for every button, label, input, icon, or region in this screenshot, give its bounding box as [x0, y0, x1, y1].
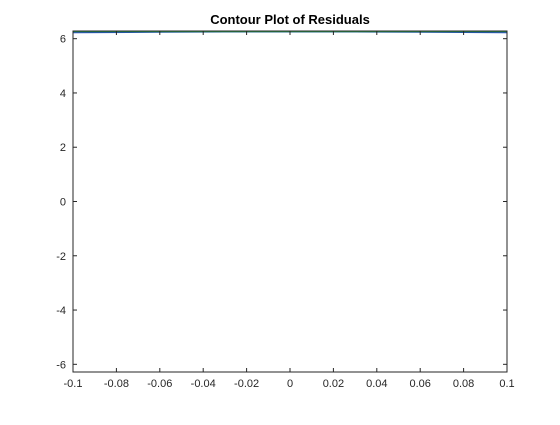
x-tick-label: 0.1 [499, 378, 514, 390]
x-tick-label: 0.04 [366, 378, 387, 390]
x-tick-label: 0.02 [323, 378, 344, 390]
x-tick-label: 0.06 [409, 378, 430, 390]
y-tick-label: 0 [60, 197, 66, 209]
plot-area [72, 30, 508, 373]
y-tick-label: 4 [60, 88, 66, 100]
y-tick-label: -4 [56, 305, 66, 317]
x-tick-label: 0.08 [453, 378, 474, 390]
x-tick-label: -0.02 [234, 378, 259, 390]
x-tick-label: -0.04 [191, 378, 216, 390]
x-tick-label: -0.08 [104, 378, 129, 390]
y-tick-label: -6 [56, 359, 66, 371]
x-axis: -0.1 -0.08 -0.06 -0.04 -0.02 0 0.02 0.04 0.06 0.0… [64, 31, 515, 390]
x-tick-label: 0 [287, 378, 293, 390]
y-tick-label: 2 [60, 142, 66, 154]
chart-title: Contour Plot of Residuals [210, 12, 370, 27]
y-tick-label: -2 [56, 251, 66, 263]
x-tick-label: -0.06 [147, 378, 172, 390]
x-tick-label: -0.1 [64, 378, 83, 390]
y-axis: -6 -4 -2 0 2 4 6 [56, 34, 507, 371]
y-tick-label: 6 [60, 34, 66, 46]
